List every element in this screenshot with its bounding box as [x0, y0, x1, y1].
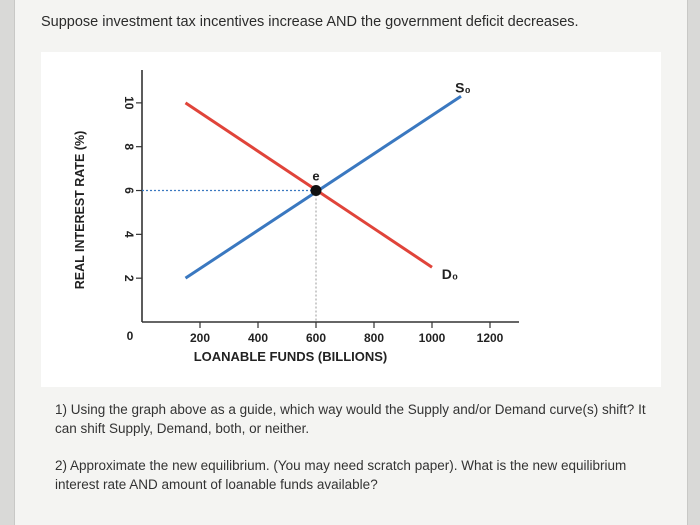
x-tick-label: 400	[248, 331, 268, 345]
y-axis-title: REAL INTEREST RATE (%)	[73, 131, 87, 290]
x-tick-label: 200	[190, 331, 210, 345]
question-2: 2) Approximate the new equilibrium. (You…	[55, 458, 627, 492]
x-tick-label: 1200	[477, 331, 504, 345]
worksheet: Suppose investment tax incentives increa…	[14, 0, 688, 525]
y-tick-label: 4	[122, 231, 136, 238]
loanable-funds-chart: 2 4 6 8 10 0 200 400 600 800 1000 1200 LOANABLE FUN…	[73, 70, 519, 364]
equilibrium-label: e	[312, 169, 319, 184]
supply-curve-label: S₀	[455, 79, 471, 95]
x-tick-label: 600	[306, 331, 326, 345]
problem-statement: Suppose investment tax incentives increa…	[41, 14, 579, 30]
demand-curve	[184, 101, 433, 269]
origin-label: 0	[127, 329, 134, 343]
supply-curve	[184, 95, 462, 280]
y-tick-label: 6	[122, 187, 136, 194]
y-tick-label: 8	[122, 143, 136, 150]
y-tick-label: 10	[122, 96, 136, 110]
x-axis-title: LOANABLE FUNDS (BILLIONS)	[194, 349, 388, 364]
equilibrium-point	[310, 185, 322, 197]
x-tick-label: 1000	[419, 331, 446, 345]
x-tick-label: 800	[364, 331, 384, 345]
y-tick-label: 2	[122, 275, 136, 282]
question-1: 1) Using the graph above as a guide, whi…	[55, 402, 646, 436]
chart-card: 2 4 6 8 10 0 200 400 600 800 1000 1200 LOANABLE FUN…	[41, 52, 661, 387]
demand-curve-label: D₀	[442, 266, 458, 282]
